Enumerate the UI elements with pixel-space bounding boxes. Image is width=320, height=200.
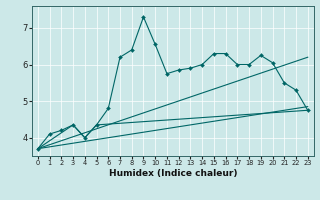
X-axis label: Humidex (Indice chaleur): Humidex (Indice chaleur) — [108, 169, 237, 178]
